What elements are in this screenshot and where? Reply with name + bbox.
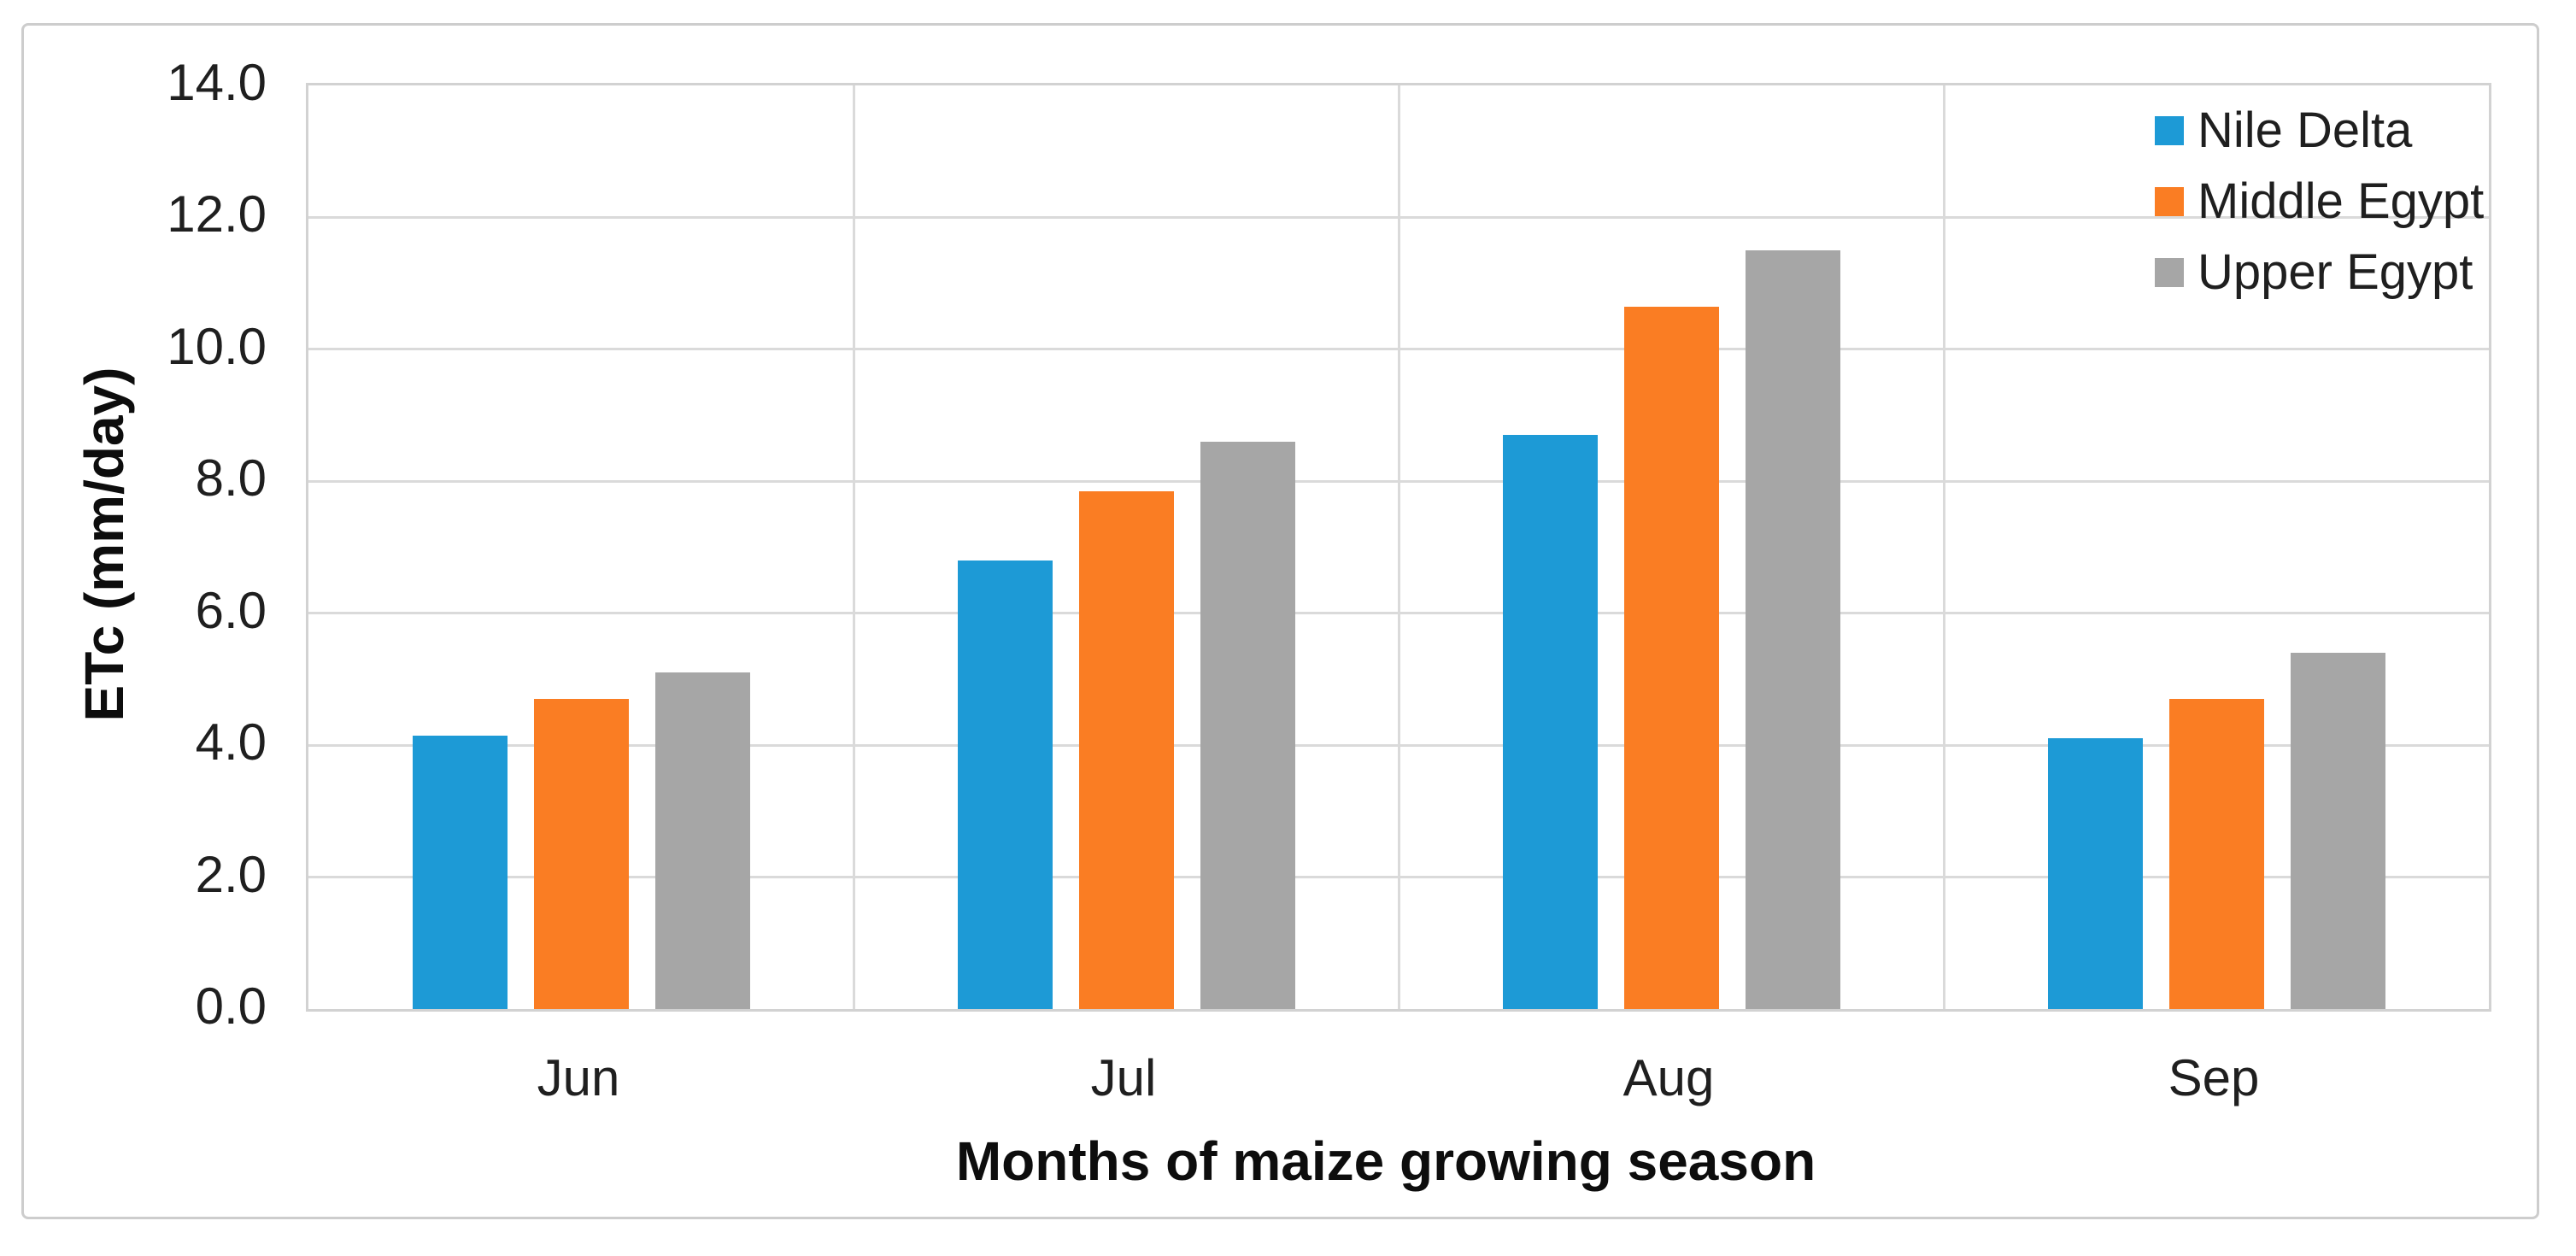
y-tick-label-4.0: 4.0 — [195, 713, 267, 772]
bar-middle-egypt-sep — [2169, 699, 2264, 1009]
legend-swatch-upper-egypt — [2155, 258, 2184, 287]
bar-middle-egypt-jul — [1079, 490, 1174, 1009]
x-axis-title: Months of maize growing season — [955, 1130, 1816, 1192]
bar-middle-egypt-aug — [1624, 306, 1719, 1009]
bar-nile-delta-aug — [1503, 435, 1598, 1009]
bar-nile-delta-jun — [413, 735, 508, 1009]
gridline-v-1 — [852, 85, 855, 1009]
y-tick-label-10.0: 10.0 — [167, 317, 267, 375]
bar-upper-egypt-aug — [1746, 250, 1840, 1009]
y-tick-label-6.0: 6.0 — [195, 581, 267, 639]
y-tick-label-0.0: 0.0 — [195, 977, 267, 1035]
bar-upper-egypt-sep — [2291, 653, 2385, 1009]
legend-item-upper-egypt: Upper Egypt — [2155, 243, 2484, 302]
legend-label-middle-egypt: Middle Egypt — [2198, 173, 2485, 229]
legend: Nile Delta Middle Egypt Upper Egypt — [2155, 101, 2484, 302]
legend-swatch-nile-delta — [2155, 116, 2184, 145]
bar-middle-egypt-jun — [534, 699, 629, 1009]
x-tick-label-jul: Jul — [1090, 1049, 1157, 1106]
legend-swatch-middle-egypt — [2155, 187, 2184, 216]
x-tick-label-aug: Aug — [1622, 1049, 1715, 1106]
figure-border — [21, 23, 2539, 1219]
bar-upper-egypt-jun — [655, 672, 750, 1009]
gridline-v-2 — [1397, 85, 1400, 1009]
y-tick-label-12.0: 12.0 — [167, 185, 267, 244]
x-tick-label-sep: Sep — [2168, 1049, 2260, 1106]
y-tick-label-2.0: 2.0 — [195, 845, 267, 903]
y-axis-title: ETc (mm/day) — [73, 367, 135, 722]
legend-item-middle-egypt: Middle Egypt — [2155, 172, 2484, 232]
bar-nile-delta-sep — [2048, 738, 2143, 1009]
legend-label-nile-delta: Nile Delta — [2198, 103, 2413, 158]
bar-nile-delta-jul — [958, 560, 1053, 1009]
legend-label-upper-egypt: Upper Egypt — [2198, 244, 2473, 300]
bar-upper-egypt-jul — [1200, 441, 1295, 1009]
legend-item-nile-delta: Nile Delta — [2155, 101, 2484, 161]
y-tick-label-8.0: 8.0 — [195, 449, 267, 508]
gridline-v-3 — [1942, 85, 1945, 1009]
y-tick-label-14.0: 14.0 — [167, 54, 267, 111]
plot-area — [306, 83, 2491, 1012]
x-tick-label-jun: Jun — [537, 1049, 620, 1106]
